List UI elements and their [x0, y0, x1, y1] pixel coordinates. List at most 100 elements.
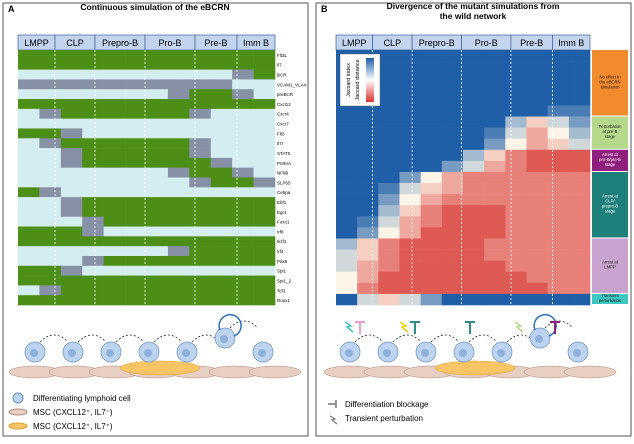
heatmap-cell — [378, 127, 400, 139]
legend-icon — [8, 408, 28, 416]
heatmap-cell — [484, 183, 506, 195]
heatmap-cell — [420, 194, 443, 206]
heatmap-cell — [232, 246, 254, 257]
transient-symbol — [344, 321, 354, 333]
heatmap-cell — [463, 271, 485, 284]
heatmap-cell — [189, 285, 212, 296]
heatmap-cell — [82, 206, 104, 218]
heatmap-cell — [18, 99, 40, 110]
heatmap-cell — [463, 61, 485, 73]
heatmap-cell — [210, 216, 233, 227]
heatmap-cell — [189, 246, 212, 257]
heatmap-cell — [125, 226, 147, 237]
heatmap-cell — [526, 227, 548, 239]
heatmap-cell — [420, 271, 443, 284]
gene-label: Flt3L — [277, 53, 288, 58]
stage-label: Pre-B — [520, 38, 543, 48]
heatmap-cell — [167, 265, 190, 276]
heatmap-cell — [547, 127, 570, 139]
heatmap-cell — [167, 108, 190, 119]
heatmap-cell — [167, 69, 190, 80]
heatmap-cell — [189, 275, 212, 286]
heatmap-cell — [210, 226, 233, 237]
heatmap-cell — [399, 238, 421, 250]
heatmap-cell — [336, 105, 358, 117]
heatmap-cell — [526, 171, 548, 184]
heatmap-cell — [420, 138, 443, 151]
gene-label: Spi1_2 — [277, 278, 292, 283]
heatmap-cell — [210, 167, 233, 178]
gene-label: Pax5 — [277, 259, 288, 264]
panel-a-frame — [2, 2, 309, 437]
gene-label: SLP65 — [277, 180, 291, 185]
heatmap-cell — [568, 127, 591, 139]
heatmap-cell — [39, 295, 62, 306]
heatmap-cell — [357, 138, 379, 151]
heatmap-cell — [146, 99, 169, 110]
heatmap-cell — [526, 138, 548, 151]
heatmap-cell — [378, 227, 400, 239]
heatmap-cell — [399, 260, 421, 273]
heatmap-cell — [125, 128, 147, 139]
heatmap-cell — [60, 167, 83, 178]
heatmap-cell — [336, 216, 358, 228]
heatmap-cell — [146, 246, 169, 257]
heatmap-cell — [399, 282, 421, 295]
heatmap-cell — [39, 128, 62, 139]
heatmap-cell — [189, 197, 212, 208]
heatmap-cell — [505, 105, 527, 117]
nucleus — [459, 349, 467, 357]
heatmap-cell — [441, 116, 464, 128]
heatmap-cell — [441, 183, 464, 195]
heatmap-cell — [189, 79, 212, 90]
heatmap-cell — [103, 206, 126, 218]
heatmap-cell — [82, 69, 104, 80]
heatmap-cell — [103, 177, 126, 188]
heatmap-cell — [378, 72, 400, 84]
heatmap-cell — [526, 83, 548, 95]
heatmap-cell — [210, 59, 233, 70]
heatmap-cell — [167, 197, 190, 208]
group-label: Arrest at pro-B/pre-B stage — [599, 152, 621, 167]
heatmap-cell — [253, 236, 276, 247]
heatmap-cell — [420, 149, 443, 162]
heatmap-cell — [484, 227, 506, 239]
heatmap-cell — [399, 271, 421, 284]
heatmap-cell — [463, 105, 485, 117]
heatmap-cell — [167, 246, 190, 257]
heatmap-cell — [167, 128, 190, 139]
heatmap-cell — [103, 167, 126, 178]
heatmap-cell — [39, 99, 62, 110]
heatmap-cell — [82, 148, 104, 159]
heatmap-cell — [420, 94, 443, 106]
group-label: No effect in the eBCRN simulation — [599, 74, 621, 89]
heatmap-cell — [568, 282, 591, 295]
heatmap-cell — [441, 171, 464, 184]
heatmap-cell — [60, 79, 83, 90]
nucleus — [106, 349, 114, 357]
heatmap-cell — [18, 148, 40, 159]
heatmap-cell — [420, 127, 443, 139]
heatmap-cell — [399, 249, 421, 261]
panel-title: the wild network — [440, 11, 507, 21]
heatmap-cell — [82, 59, 104, 70]
heatmap-cell — [399, 194, 421, 206]
heatmap-cell — [103, 148, 126, 159]
heatmap-cell — [167, 59, 190, 70]
heatmap-cell — [189, 167, 212, 178]
heatmap-cell — [103, 216, 126, 227]
group-box — [592, 238, 628, 293]
heatmap-cell — [146, 295, 169, 306]
heatmap-cell — [526, 282, 548, 295]
heatmap-cell — [189, 99, 212, 110]
heatmap-cell — [125, 167, 147, 178]
heatmap-cell — [253, 50, 276, 61]
heatmap-cell — [103, 157, 126, 168]
heatmap-cell — [103, 246, 126, 257]
heatmap-cell — [253, 128, 276, 139]
msc-cell — [563, 365, 617, 379]
heatmap-cell — [399, 61, 421, 73]
heatmap-cell — [547, 138, 570, 151]
heatmap-cell — [232, 265, 254, 276]
